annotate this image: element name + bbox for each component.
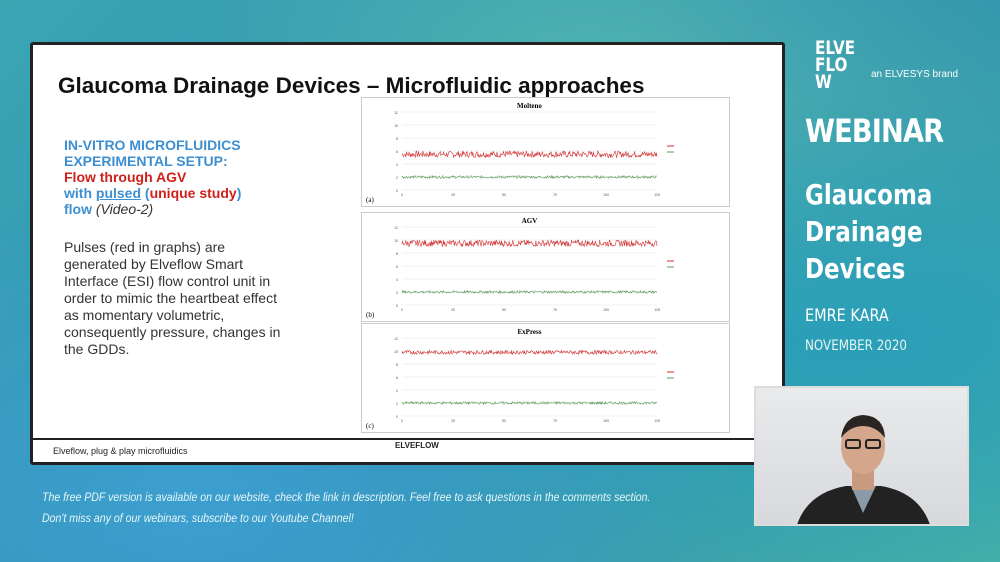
y-tick-label: 12 xyxy=(394,111,398,115)
x-tick-label: 125 xyxy=(654,419,660,423)
y-tick-label: 8 xyxy=(396,363,398,367)
chart-title: AGV xyxy=(522,217,538,225)
setup-line: with pulsed (unique study) xyxy=(64,185,304,201)
presentation-slide: Glaucoma Drainage Devices – Microfluidic… xyxy=(30,42,785,465)
x-tick-label: 50 xyxy=(502,308,506,312)
text: with xyxy=(64,185,96,201)
y-tick-label: 0 xyxy=(396,304,398,308)
x-tick-label: 75 xyxy=(553,308,557,312)
webinar-date: NOVEMBER 2020 xyxy=(805,338,908,354)
x-tick-label: 0 xyxy=(401,193,403,197)
x-tick-label: 75 xyxy=(553,419,557,423)
setup-line: Flow through AGV xyxy=(64,169,187,185)
webinar-label: WEBINAR xyxy=(805,112,944,150)
chart-panel: ExPress 0 2 4 6 8 10 12 0 25 50 75 100 125 (c) xyxy=(361,323,730,433)
elveflow-logo: ELVEFLOW xyxy=(815,37,856,93)
series-line xyxy=(401,400,658,406)
y-tick-label: 8 xyxy=(396,252,398,256)
slide-footer: Elveflow, plug & play microfluidics ELVE… xyxy=(33,438,782,462)
x-tick-label: 25 xyxy=(451,308,455,312)
setup-line: EXPERIMENTAL SETUP: xyxy=(64,153,228,169)
chart-panel: Molteno 0 2 4 6 8 10 12 0 25 50 75 100 125 (a) xyxy=(361,97,730,207)
y-tick-label: 10 xyxy=(394,124,398,128)
y-tick-label: 10 xyxy=(394,350,398,354)
y-tick-label: 2 xyxy=(396,291,398,295)
webinar-topic: Glaucoma Drainage Devices xyxy=(805,176,932,287)
footer-tagline: Elveflow, plug & play microfluidics xyxy=(53,446,188,456)
panel-label: (a) xyxy=(366,196,374,204)
y-tick-label: 8 xyxy=(396,137,398,141)
chart-panel: AGV 0 2 4 6 8 10 12 0 25 50 75 100 125 (b) xyxy=(361,212,730,322)
chart-molteno: Molteno 0 2 4 6 8 10 12 0 25 50 75 100 125 (a) xyxy=(366,102,674,204)
subscribe-note: Don't miss any of our webinars, subscrib… xyxy=(42,511,354,525)
x-tick-label: 125 xyxy=(654,308,660,312)
y-tick-label: 12 xyxy=(394,226,398,230)
x-tick-label: 0 xyxy=(401,308,403,312)
setup-heading: IN-VITRO MICROFLUIDICS EXPERIMENTAL SETU… xyxy=(64,137,304,217)
series-line xyxy=(401,289,658,295)
text: flow xyxy=(64,201,96,217)
topic-line: Drainage xyxy=(805,215,923,248)
y-tick-label: 6 xyxy=(396,376,398,380)
topic-line: Glaucoma xyxy=(805,178,933,211)
x-tick-label: 100 xyxy=(603,419,609,423)
text: ( xyxy=(141,185,150,201)
x-tick-label: 100 xyxy=(603,193,609,197)
y-tick-label: 4 xyxy=(396,389,398,393)
y-tick-label: 0 xyxy=(396,189,398,193)
y-tick-label: 0 xyxy=(396,415,398,419)
chart-agv: AGV 0 2 4 6 8 10 12 0 25 50 75 100 125 (b) xyxy=(366,217,674,319)
y-tick-label: 6 xyxy=(396,150,398,154)
series-line xyxy=(401,174,658,180)
y-tick-label: 4 xyxy=(396,163,398,167)
topic-line: Devices xyxy=(805,252,906,285)
slide-title: Glaucoma Drainage Devices – Microfluidic… xyxy=(58,73,645,98)
presenter-image xyxy=(797,415,930,524)
info-note: The free PDF version is available on our… xyxy=(42,490,651,504)
x-tick-label: 100 xyxy=(603,308,609,312)
x-tick-label: 25 xyxy=(451,419,455,423)
x-tick-label: 50 xyxy=(502,419,506,423)
y-tick-label: 6 xyxy=(396,265,398,269)
y-tick-label: 12 xyxy=(394,337,398,341)
y-tick-label: 2 xyxy=(396,402,398,406)
y-tick-label: 2 xyxy=(396,176,398,180)
pulsed-link: pulsed xyxy=(95,185,142,201)
video-ref: (Video-2) xyxy=(95,201,154,217)
setup-line: IN-VITRO MICROFLUIDICS xyxy=(64,137,241,153)
x-tick-label: 75 xyxy=(553,193,557,197)
series-line xyxy=(401,239,658,248)
y-tick-label: 4 xyxy=(396,278,398,282)
presenter-name: EMRE KARA xyxy=(805,306,889,326)
panel-label: (c) xyxy=(366,422,374,430)
brand-tagline: an ELVESYS brand xyxy=(871,69,959,80)
x-tick-label: 50 xyxy=(502,193,506,197)
chart-express: ExPress 0 2 4 6 8 10 12 0 25 50 75 100 125 (c) xyxy=(366,328,674,430)
panel-label: (b) xyxy=(366,311,375,319)
x-tick-label: 125 xyxy=(654,193,660,197)
y-tick-label: 10 xyxy=(394,239,398,243)
unique-study: unique study xyxy=(149,185,237,201)
x-tick-label: 0 xyxy=(401,419,403,423)
series-line xyxy=(401,349,658,356)
series-line xyxy=(401,150,658,159)
chart-title: Molteno xyxy=(517,102,542,110)
text: ) xyxy=(236,185,242,201)
presenter-webcam xyxy=(754,386,969,526)
footer-logo: ELVEFLOW xyxy=(395,441,439,450)
x-tick-label: 25 xyxy=(451,193,455,197)
setup-line: flow (Video-2) xyxy=(64,201,304,217)
chart-title: ExPress xyxy=(518,328,542,336)
slide-description: Pulses (red in graphs) are generated by … xyxy=(64,239,281,357)
